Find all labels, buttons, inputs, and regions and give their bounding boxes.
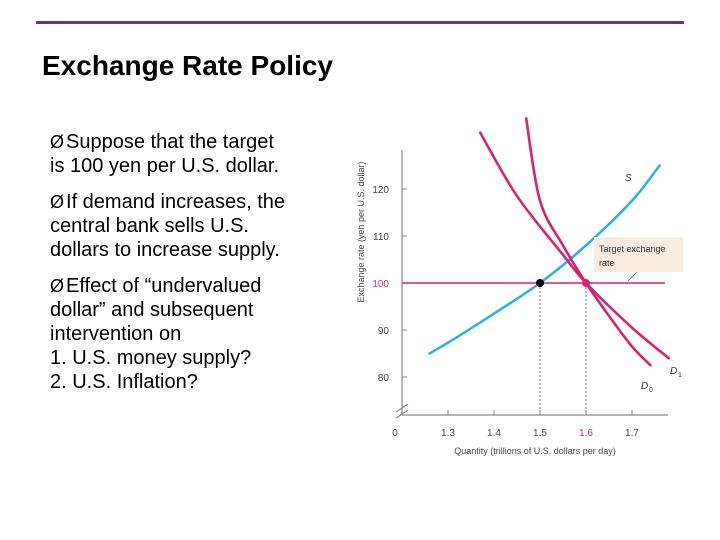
y-axis-label: Exchange rate (yen per U.S. dollar): [356, 161, 366, 302]
curve-label-s: S: [625, 173, 632, 184]
bullet-3-line-2: dollar” and subsequent: [50, 299, 254, 321]
equilibrium-point: [536, 279, 544, 287]
y-tick-label: 110: [373, 232, 389, 243]
bullet-2-line-3: dollars to increase supply.: [50, 239, 280, 261]
curve-label-d1-subscript: 1: [678, 372, 682, 379]
x-tick-label: 1.3: [441, 428, 455, 439]
x-tick-label: 1.7: [625, 428, 639, 439]
bullet-1-line-1: Ø Suppose that the target: [50, 131, 274, 153]
bullet-1-line-2: is 100 yen per U.S. dollar.: [50, 155, 280, 177]
slide-title: Exchange Rate Policy: [42, 50, 334, 81]
target-label-line-2: rate: [599, 258, 615, 268]
bullet-2-line-1: Ø If demand increases, the: [50, 191, 286, 213]
target-label-pointer: [627, 271, 638, 282]
bullet-3: Ø Effect of “undervalued dollar” and subs…: [50, 274, 350, 394]
arrow-bullet-icon: Ø: [50, 276, 65, 296]
y-tick-label: 80: [378, 373, 390, 384]
arrow-bullet-icon: Ø: [50, 132, 65, 152]
axis-break-mark: [395, 403, 409, 413]
target-label-line-1: Target exchange: [599, 244, 666, 254]
y-tick-label: 120: [372, 185, 389, 196]
bullet-list: Ø Suppose that the target is 100 yen per …: [50, 130, 350, 406]
x-tick-label: 0: [392, 428, 398, 439]
axis-break-mark: [395, 409, 409, 419]
bullet-1: Ø Suppose that the target is 100 yen per …: [50, 130, 350, 178]
y-tick-label: 90: [378, 326, 390, 337]
x-axis-label: Quantity (trillions of U.S. dollars per …: [454, 446, 616, 456]
curve-label-d0-subscript: 0: [649, 387, 653, 394]
bullet-3-line-5: 2. U.S. Inflation?: [50, 371, 198, 393]
bullet-3-line-1: Ø Effect of “undervalued: [50, 275, 262, 297]
curve-label-d0: D: [641, 381, 648, 392]
bullet-2: Ø If demand increases, the central bank s…: [50, 190, 350, 262]
equilibrium-point: [582, 279, 590, 287]
x-tick-label: 1.5: [533, 428, 547, 439]
arrow-bullet-icon: Ø: [50, 192, 65, 212]
target-label-box: [594, 237, 683, 272]
curve-label-d1: D: [670, 366, 677, 377]
y-tick-label: 100: [372, 279, 389, 290]
title-divider: [36, 21, 684, 24]
bullet-2-line-2: central bank sells U.S.: [50, 215, 249, 237]
bullet-3-line-4: 1. U.S. money supply?: [50, 347, 252, 369]
x-tick-label: 1.4: [487, 428, 501, 439]
bullet-3-line-3: intervention on: [50, 323, 182, 345]
demand-curve-d1: [478, 131, 671, 360]
x-tick-label: 1.6: [579, 428, 593, 439]
